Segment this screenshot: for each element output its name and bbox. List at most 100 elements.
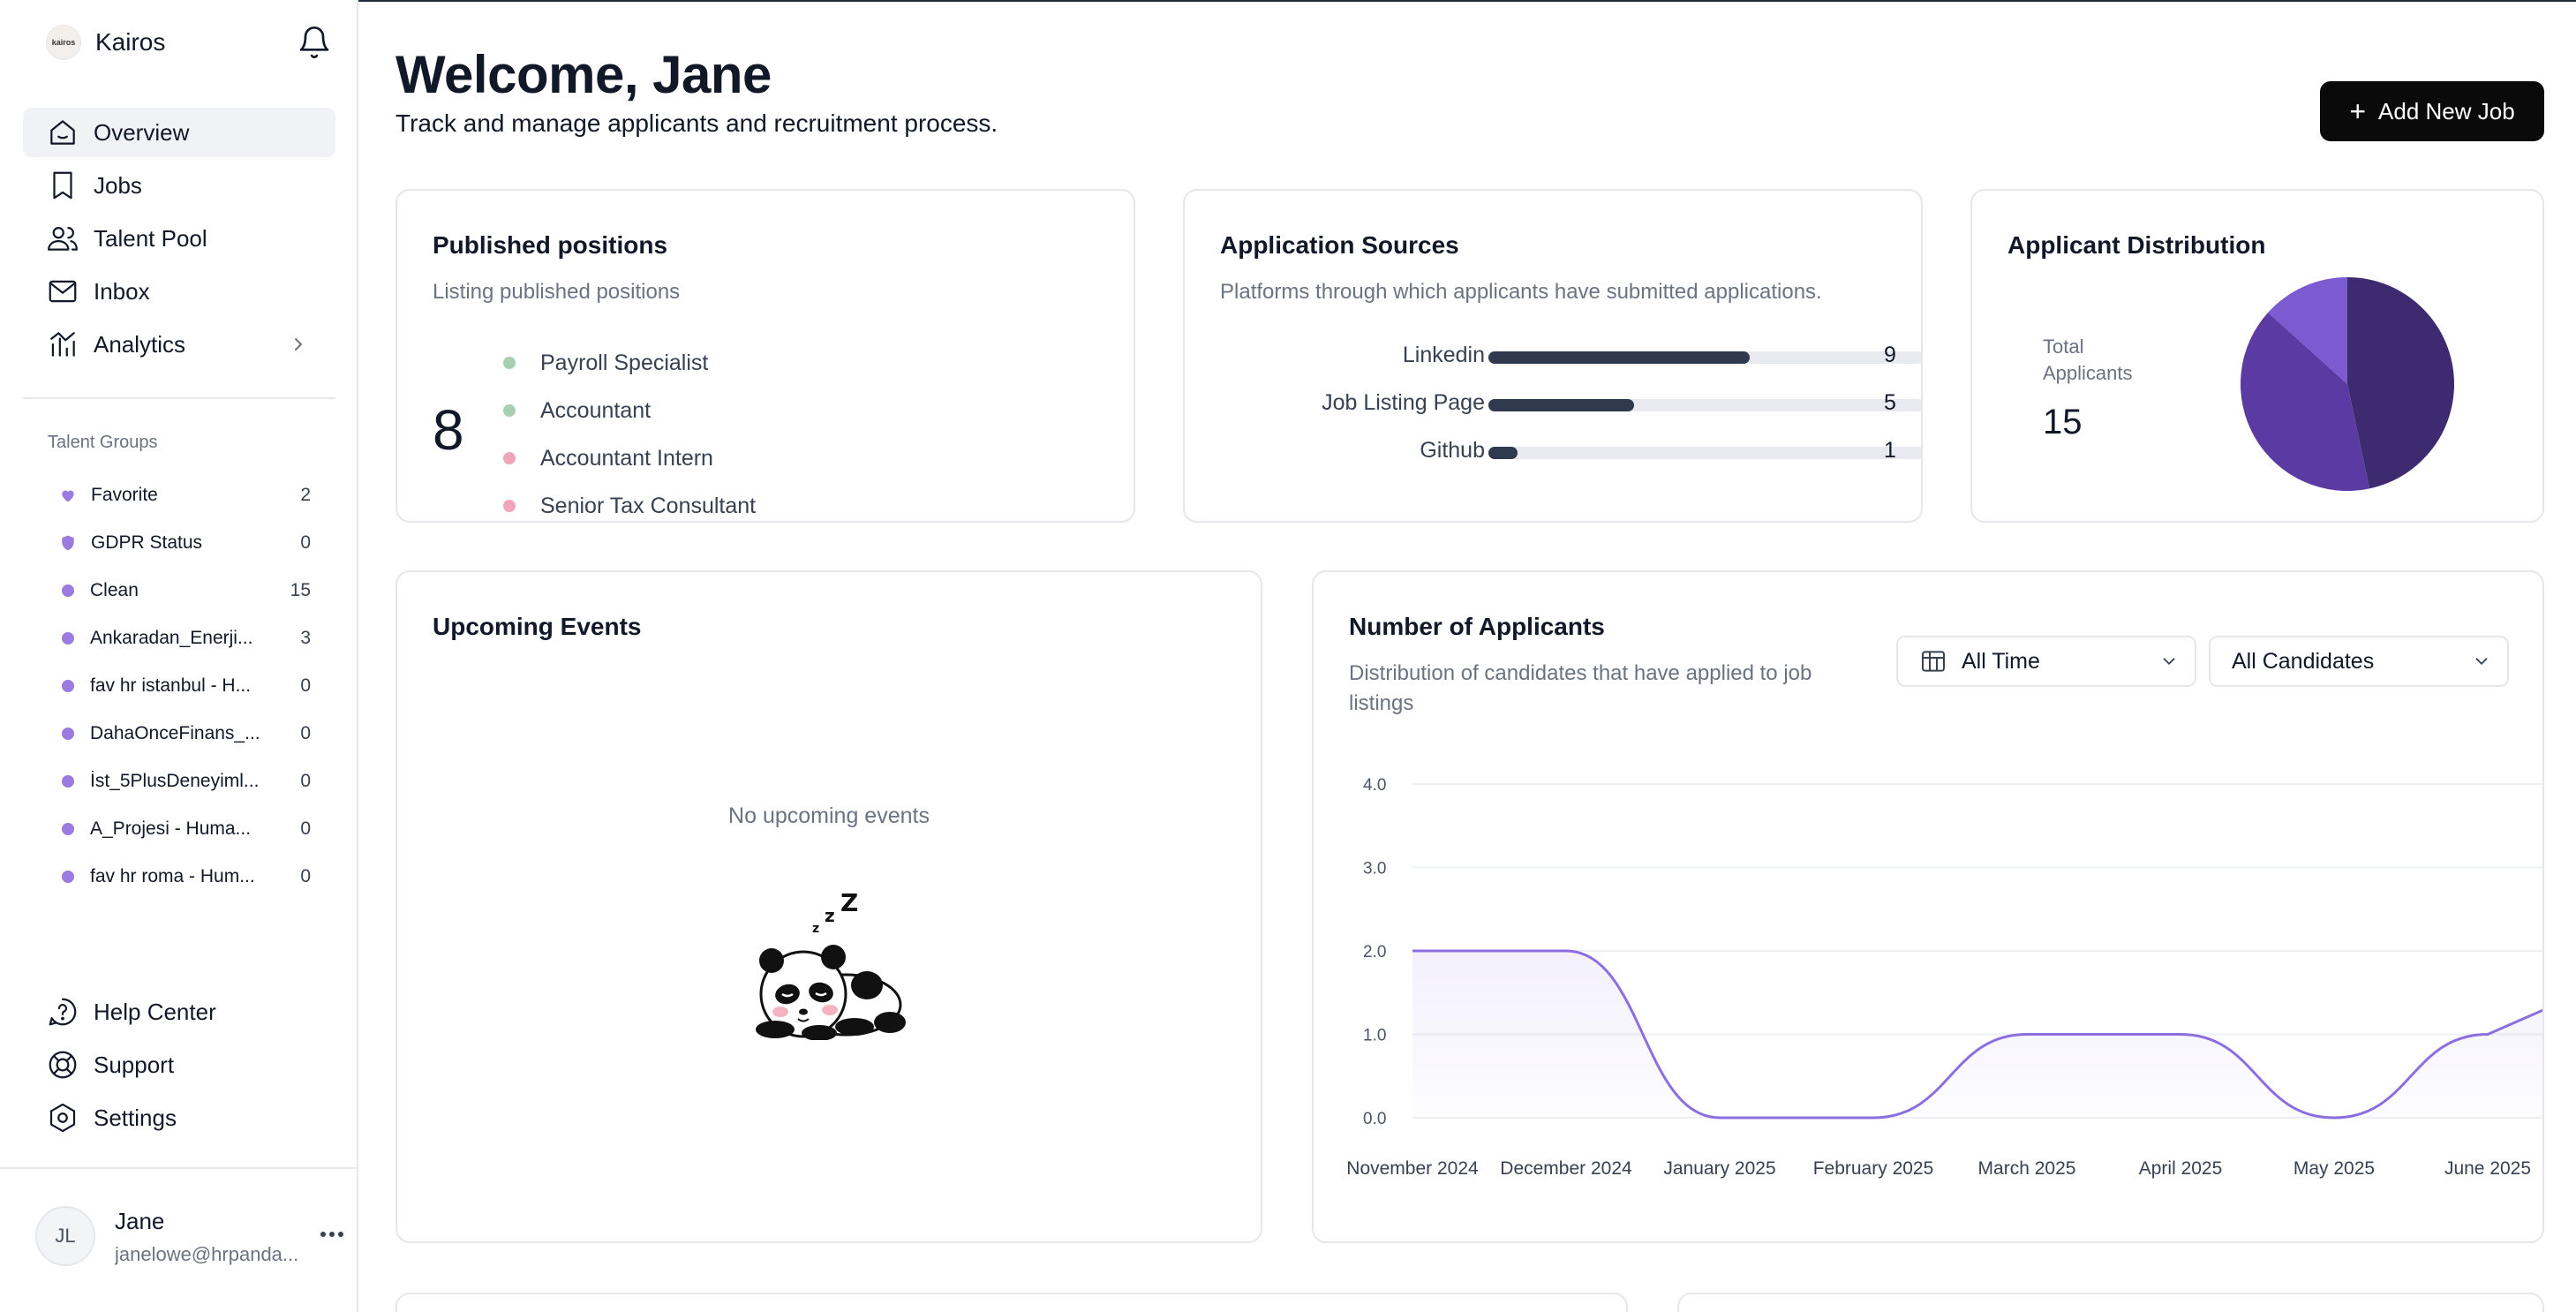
talent-group-item[interactable]: GDPR Status 0 (62, 519, 311, 567)
position-item[interactable]: Accountant (503, 387, 756, 434)
published-positions-card: Published positions Listing published po… (395, 189, 1135, 523)
x-tick-label: January 2025 (1663, 1158, 1775, 1179)
sidebar: kairos Kairos Overview Jobs Talent Pool … (0, 0, 358, 1312)
position-label: Accountant (540, 397, 652, 423)
card-title: Published positions (433, 231, 668, 259)
talent-group-name: Clean (90, 580, 139, 600)
card-title: Application Sources (1220, 231, 1459, 259)
time-filter-dropdown[interactable]: All Time (1896, 636, 2196, 687)
nav-item-jobs[interactable]: Jobs (23, 161, 335, 210)
brand[interactable]: kairos Kairos (46, 23, 165, 62)
talent-group-count: 0 (300, 771, 311, 791)
talent-group-count: 2 (300, 485, 311, 505)
source-value: 5 (1884, 390, 1896, 415)
source-row: Linkedin 9 (1220, 339, 1921, 374)
nav-label: Support (94, 1051, 175, 1078)
talent-group-item[interactable]: fav hr istanbul - H... 0 (62, 662, 311, 710)
card-title: Number of Applicants (1349, 613, 1605, 640)
nav-item-analytics[interactable]: Analytics (23, 320, 335, 369)
empty-state-text: No upcoming events (728, 803, 930, 828)
nav-item-overview[interactable]: Overview (23, 108, 335, 157)
chevron-down-icon (2163, 658, 2175, 666)
position-label: Accountant Intern (540, 445, 713, 471)
source-label: Job Listing Page (1322, 390, 1485, 415)
talent-group-item[interactable]: İst_5PlusDeneyiml... 0 (62, 758, 311, 805)
group-dot (62, 823, 74, 835)
source-bar-track (1488, 399, 1921, 411)
time-filter-value: All Time (1962, 648, 2040, 674)
upcoming-events-card: Upcoming Events No upcoming events z z Z (395, 570, 1262, 1243)
talent-group-count: 0 (300, 818, 311, 839)
number-of-applicants-card: Number of Applicants Distribution of can… (1312, 570, 2544, 1243)
nav-item-settings[interactable]: Settings (23, 1093, 335, 1142)
talent-group-item[interactable]: A_Projesi - Huma... 0 (62, 805, 311, 853)
page-title: Welcome, Jane (395, 45, 772, 104)
talent-group-item[interactable]: Ankaradan_Enerji... 3 (62, 615, 311, 662)
page-subtitle: Track and manage applicants and recruitm… (395, 109, 998, 137)
lifebuoy-icon (49, 1051, 77, 1079)
x-tick-label: April 2025 (2139, 1158, 2223, 1179)
talent-group-item[interactable]: Clean 15 (62, 567, 311, 615)
talent-group-item[interactable]: fav hr roma - Hum... 0 (62, 853, 311, 901)
nav-item-support[interactable]: Support (23, 1040, 335, 1090)
nav-label: Talent Pool (94, 224, 207, 252)
status-dot (503, 357, 516, 369)
talent-group-name: fav hr istanbul - H... (90, 675, 252, 696)
area-fill (1412, 951, 2542, 1118)
total-applicants-label: Total Applicants (2043, 336, 2133, 384)
nav-label: Overview (94, 118, 190, 146)
card-subtitle: Platforms through which applicants have … (1220, 280, 1822, 304)
source-row: Job Listing Page 5 (1220, 387, 1921, 422)
sidebar-divider (23, 397, 335, 399)
nav-item-talent-pool[interactable]: Talent Pool (23, 214, 335, 263)
group-dot (62, 632, 74, 645)
pie-slice-2[interactable] (2268, 277, 2347, 384)
more-icon[interactable] (318, 1225, 346, 1243)
add-job-label: Add New Job (2378, 97, 2515, 124)
svg-text:Z: Z (840, 888, 858, 917)
x-tick-label: March 2025 (1978, 1158, 2076, 1179)
pie-slice-1[interactable] (2241, 313, 2370, 491)
positions-count: 8 (433, 398, 464, 462)
source-bar-track (1488, 447, 1921, 459)
position-item[interactable]: Payroll Specialist (503, 339, 756, 387)
source-value: 9 (1884, 343, 1896, 367)
y-tick-label: 2.0 (1363, 943, 1386, 961)
nav-label: Help Center (94, 998, 216, 1025)
talent-group-name: fav hr roma - Hum... (90, 866, 255, 886)
position-item[interactable]: Accountant Intern (503, 434, 756, 482)
nav-item-inbox[interactable]: Inbox (23, 267, 335, 316)
status-dot (503, 404, 516, 417)
x-tick-label: November 2024 (1346, 1158, 1479, 1179)
talent-group-item[interactable]: Favorite 2 (62, 471, 311, 519)
add-new-job-button[interactable]: + Add New Job (2320, 81, 2544, 141)
card-title: Upcoming Events (433, 613, 642, 640)
app-logo: kairos (46, 25, 81, 60)
nav-item-help-center[interactable]: Help Center (23, 987, 335, 1037)
nav-label: Analytics (94, 330, 186, 358)
source-bar (1488, 351, 1751, 364)
mail-icon (49, 280, 77, 303)
help-icon (49, 998, 77, 1026)
positions-list: Payroll Specialist Accountant Accountant… (503, 339, 756, 521)
pie-slice-0[interactable] (2347, 277, 2454, 489)
svg-text:z: z (812, 922, 819, 936)
svg-text:z: z (825, 905, 835, 926)
source-bar (1488, 447, 1518, 459)
sleeping-panda-illustration: z z Z (756, 888, 906, 1040)
talent-group-item[interactable]: DahaOnceFinans_... 0 (62, 710, 311, 758)
candidates-filter-dropdown[interactable]: All Candidates (2209, 636, 2509, 687)
talent-group-name: İst_5PlusDeneyiml... (90, 771, 260, 791)
group-dot (62, 728, 74, 740)
talent-groups-title: Talent Groups (48, 433, 158, 452)
users-icon (48, 227, 78, 251)
position-item[interactable]: Senior Tax Consultant (503, 482, 756, 521)
x-tick-label: June 2025 (2444, 1158, 2531, 1179)
x-tick-label: February 2025 (1813, 1158, 1934, 1179)
bookmark-icon (53, 171, 72, 200)
user-profile[interactable]: JL Jane janelowe@hrpanda... (35, 1204, 350, 1268)
bell-icon[interactable] (297, 25, 332, 60)
source-bar-track (1488, 351, 1921, 364)
nav-label: Settings (94, 1104, 177, 1131)
talent-group-name: DahaOnceFinans_... (90, 723, 260, 743)
